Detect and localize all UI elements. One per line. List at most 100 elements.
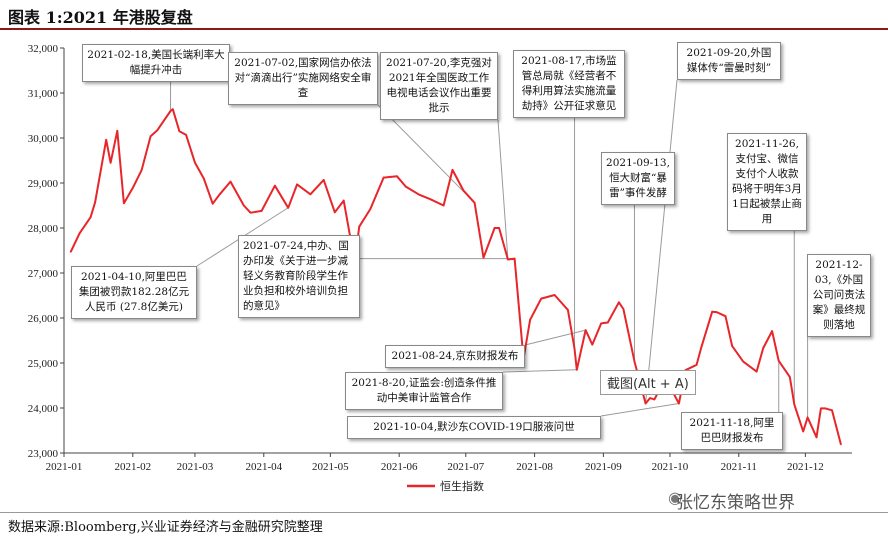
data-point — [274, 184, 276, 187]
annotation-0824: 2021-08-24,京东财报发布 — [385, 345, 525, 368]
data-point — [806, 416, 809, 419]
annotation-leader — [377, 104, 476, 204]
y-tick-label: 28,000 — [28, 223, 59, 235]
data-point — [553, 294, 556, 296]
chart-title: 图表 1:2021 年港股复盘 — [8, 8, 193, 27]
data-point — [824, 407, 827, 410]
x-tick-label: 2021-07 — [447, 461, 484, 473]
annotation-1004: 2021-10-04,默沙东COVID-19口服液问世 — [347, 416, 601, 439]
x-tick-label: 2021-12 — [787, 461, 824, 473]
annotation-0724: 2021-07-24,中办、国办印发《关于进一步减轻义务教育阶段学生作业负担和校… — [238, 235, 360, 318]
data-point — [711, 310, 713, 313]
data-point — [132, 187, 134, 189]
data-point — [156, 129, 159, 132]
data-point — [771, 330, 773, 332]
data-point — [396, 175, 398, 178]
data-point — [802, 430, 804, 433]
legend-label: 恒生指数 — [440, 479, 484, 493]
data-point — [724, 315, 727, 318]
data-point — [644, 402, 647, 405]
data-point — [622, 308, 625, 310]
data-point — [695, 364, 698, 366]
data-point — [473, 202, 476, 204]
annotation-leader — [600, 403, 679, 417]
data-point — [382, 176, 385, 179]
data-point — [575, 368, 578, 371]
data-point — [540, 297, 543, 300]
data-point — [203, 177, 205, 180]
x-tick-label: 2021-10 — [652, 461, 689, 473]
data-point — [840, 443, 842, 446]
data-point — [260, 210, 263, 212]
x-tick-label: 2021-06 — [381, 461, 418, 473]
x-tick-label: 2021-04 — [245, 461, 282, 473]
annotation-1203: 2021-12-03,《外国公司问责法案》最终规则落地 — [807, 254, 871, 337]
data-point — [171, 108, 174, 110]
annotation-leader — [502, 369, 577, 373]
y-tick-label: 30,000 — [28, 133, 59, 145]
data-point — [567, 309, 569, 311]
data-point — [653, 398, 656, 401]
y-tick-label: 29,000 — [28, 178, 59, 190]
data-point — [649, 397, 651, 399]
plot-area — [69, 108, 842, 446]
data-point — [342, 199, 345, 202]
data-point — [498, 227, 500, 229]
data-point — [109, 161, 112, 164]
data-point — [123, 202, 125, 205]
data-point — [89, 216, 92, 218]
data-point — [462, 189, 465, 192]
x-tick-label: 2021-01 — [46, 461, 83, 473]
data-point — [731, 345, 733, 347]
data-point — [633, 360, 636, 363]
data-point — [762, 347, 765, 349]
data-point — [116, 130, 119, 132]
data-point — [418, 193, 420, 196]
data-point — [831, 409, 833, 412]
x-tick-label: 2021-09 — [585, 461, 622, 473]
chart-legend: 恒生指数 — [407, 479, 484, 493]
title-divider — [0, 28, 888, 30]
x-tick-label: 2021-02 — [114, 461, 151, 473]
data-point — [493, 227, 496, 229]
data-point — [584, 329, 587, 331]
data-point — [358, 225, 361, 228]
data-point — [140, 169, 143, 171]
y-tick-label: 31,000 — [28, 88, 59, 100]
data-point — [678, 402, 680, 405]
y-tick-label: 24,000 — [28, 403, 59, 415]
data-point — [815, 436, 818, 439]
y-tick-label: 23,000 — [28, 448, 59, 460]
data-point — [742, 360, 745, 363]
annotation-0820: 2021-8-20,证监会:创造条件推动中美审计监管合作 — [345, 372, 503, 410]
y-tick-label: 25,000 — [28, 358, 59, 370]
data-point — [600, 322, 602, 325]
data-point — [105, 139, 107, 141]
data-point — [513, 257, 516, 260]
data-point — [482, 256, 485, 259]
data-point — [229, 180, 232, 183]
data-point — [369, 208, 372, 210]
data-point — [185, 134, 187, 136]
x-tick-label: 2021-08 — [516, 461, 553, 473]
data-point — [451, 169, 454, 171]
annotation-0218: 2021-02-18,美国长端利率大幅提升冲击 — [82, 44, 230, 82]
annotation-1118: 2021-11-18,阿里巴巴财报发布 — [681, 412, 783, 450]
data-point — [789, 376, 791, 378]
annotation-1126: 2021-11-26,支付宝、微信支付个人收款码将于明年3月1日起被禁止商用 — [727, 133, 807, 231]
annotation-leader — [524, 329, 586, 346]
data-point — [442, 204, 445, 207]
data-point — [78, 232, 81, 235]
data-point — [405, 185, 407, 188]
x-tick-label: 2021-11 — [721, 461, 757, 473]
data-point — [322, 179, 325, 181]
annotation-0913: 2021-09-13,恒大财富“暴雷”事件发酵 — [601, 152, 675, 205]
y-tick-label: 32,000 — [28, 43, 59, 55]
data-point — [211, 202, 214, 205]
data-point — [618, 301, 620, 304]
data-point — [69, 251, 72, 253]
source-divider — [0, 512, 888, 513]
data-point — [607, 321, 609, 324]
data-point — [529, 319, 531, 321]
